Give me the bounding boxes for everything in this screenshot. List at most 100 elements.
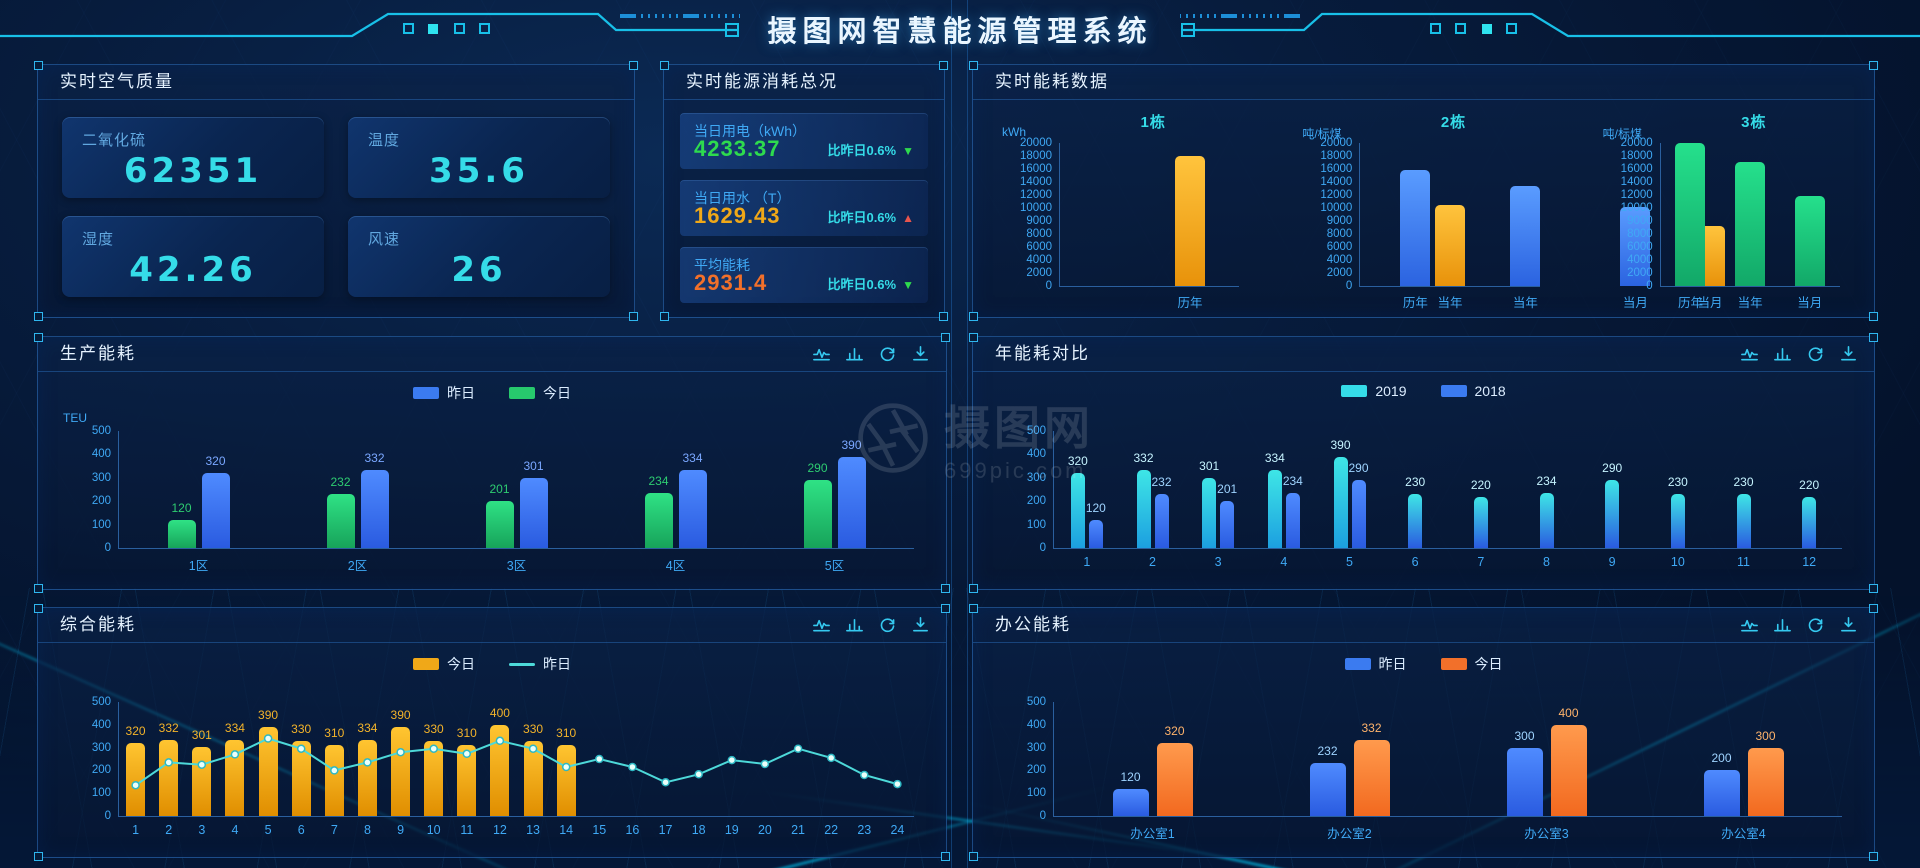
- bar-today: [225, 740, 245, 816]
- bar-chart-icon[interactable]: [845, 615, 864, 634]
- download-icon[interactable]: [911, 615, 930, 634]
- y-tick-label: 200: [91, 764, 111, 777]
- bar: [1175, 156, 1205, 286]
- legend-item[interactable]: 昨日: [413, 383, 475, 403]
- corner-decoration: [34, 852, 43, 861]
- air-card: 湿度 42.26: [62, 216, 324, 297]
- x-category-label: 17: [658, 823, 673, 837]
- y-tick-label: 500: [91, 696, 111, 708]
- bar-chart-icon[interactable]: [1773, 344, 1792, 363]
- trend-icon[interactable]: [812, 615, 831, 634]
- bar-value-label: 334: [1264, 451, 1285, 465]
- bar: [1794, 196, 1825, 286]
- page-title: 摄图网智慧能源管理系统: [767, 16, 1153, 48]
- bar-value-label: 290: [807, 461, 828, 475]
- bar-value-label: 220: [1470, 478, 1491, 492]
- legend-item[interactable]: 2019: [1341, 383, 1407, 399]
- download-icon[interactable]: [911, 344, 930, 363]
- refresh-icon[interactable]: [878, 344, 897, 363]
- bar-value-label: 300: [1755, 729, 1776, 743]
- y-tick-label: 100: [91, 518, 111, 531]
- y-tick-label: 100: [91, 787, 111, 800]
- legend-item[interactable]: 今日: [509, 383, 571, 403]
- trend-icon[interactable]: [1740, 344, 1759, 363]
- y-tick-label: 4000: [1026, 254, 1052, 266]
- y-axis-unit: 吨/标煤: [1302, 127, 1342, 141]
- y-tick-label: 18000: [1620, 150, 1653, 162]
- bar-today: [490, 725, 510, 816]
- refresh-icon[interactable]: [1806, 615, 1825, 634]
- legend-swatch: [413, 658, 439, 670]
- x-category-label: 办公室1: [1130, 827, 1175, 841]
- bar-2019: [1473, 497, 1488, 548]
- panel-title: 办公能耗: [973, 608, 1874, 643]
- y-tick-label: 200: [91, 495, 111, 508]
- bar-value-label: 332: [158, 721, 179, 735]
- y-tick-label: 16000: [1320, 163, 1353, 175]
- corner-decoration: [969, 852, 978, 861]
- mini-chart: 1栋 kWh 0 2000 4000 6000 8000 9000 10000 12000 1400…: [973, 99, 1725, 317]
- summary-card-compare: 比昨日0.6% ▼: [827, 277, 914, 292]
- legend-item[interactable]: 昨日: [509, 654, 571, 674]
- panel-title: 年能耗对比: [973, 337, 1874, 372]
- x-category-label: 5: [264, 823, 272, 837]
- x-category-label: 3区: [506, 559, 527, 573]
- x-category-label: 14: [559, 823, 574, 837]
- bar-value-label: 232: [1317, 744, 1338, 758]
- legend-item[interactable]: 2018: [1440, 383, 1506, 399]
- bar-2019: [1267, 470, 1282, 548]
- y-tick-label: 500: [1026, 696, 1046, 708]
- panel-energy-summary: 实时能源消耗总况 当日用电（kWh） 4233.37 比昨日0.6% ▼ 当日用水 （T…: [660, 61, 948, 321]
- y-tick-label: 10000: [1320, 202, 1353, 214]
- legend-item[interactable]: 今日: [413, 654, 475, 674]
- bar-chart-icon[interactable]: [1773, 615, 1792, 634]
- x-category-label: 7: [330, 823, 338, 837]
- y-tick-label: 8000: [1326, 228, 1353, 240]
- panel-title: 生产能耗: [38, 337, 946, 372]
- chart-legend: 昨日 今日: [38, 383, 946, 403]
- x-category-label: 12: [1802, 555, 1817, 569]
- legend-item[interactable]: 今日: [1440, 654, 1503, 674]
- air-card: 风速 26: [348, 216, 610, 297]
- mini-chart: 3栋 吨/标煤 0 2000 4000 6000 8000 9000 10000 12000 140…: [1574, 99, 1874, 317]
- y-tick-label: 300: [91, 471, 111, 484]
- y-tick-label: 300: [91, 741, 111, 754]
- bar-value-label: 301: [523, 459, 544, 473]
- corner-decoration: [969, 584, 978, 593]
- y-tick-label: 100: [1026, 518, 1046, 531]
- bar-chart-icon[interactable]: [845, 344, 864, 363]
- bar-value-label: 320: [125, 724, 146, 738]
- corner-decoration: [941, 604, 950, 613]
- y-tick-label: 10000: [1020, 202, 1052, 214]
- x-category-label: 8: [1543, 555, 1550, 569]
- legend-swatch: [1440, 658, 1467, 670]
- panel-yearly-compare: 年能耗对比 2019 2018 500 400 300 200 100 0 320 120 332…: [969, 333, 1878, 593]
- bar-today: [391, 727, 411, 816]
- refresh-icon[interactable]: [1806, 344, 1825, 363]
- bar-today: [326, 494, 355, 548]
- bar-2019: [1539, 493, 1554, 548]
- corner-decoration: [34, 584, 43, 593]
- x-category-label: 15: [592, 823, 607, 837]
- download-icon[interactable]: [1839, 344, 1858, 363]
- x-category-label: 13: [526, 823, 541, 837]
- y-axis-unit: kWh: [1002, 125, 1026, 139]
- bar-today: [424, 741, 444, 816]
- download-icon[interactable]: [1839, 615, 1858, 634]
- y-tick-label: 0: [1345, 280, 1353, 292]
- trend-icon[interactable]: [1740, 615, 1759, 634]
- bar-2018: [1285, 493, 1300, 548]
- corner-decoration: [939, 312, 948, 321]
- bar-2019: [1802, 497, 1817, 548]
- legend-item[interactable]: 昨日: [1344, 654, 1407, 674]
- panel-title: 综合能耗: [38, 608, 946, 643]
- refresh-icon[interactable]: [878, 615, 897, 634]
- y-tick-label: 18000: [1020, 150, 1052, 162]
- x-category-label: 2: [1149, 555, 1156, 569]
- x-category-label: 5: [1346, 555, 1353, 569]
- summary-card-value: 4233.37: [694, 136, 781, 161]
- trend-icon[interactable]: [812, 344, 831, 363]
- y-tick-label: 4000: [1326, 254, 1353, 266]
- y-tick-label: 6000: [1326, 241, 1353, 253]
- bar-value-label: 201: [1217, 482, 1238, 496]
